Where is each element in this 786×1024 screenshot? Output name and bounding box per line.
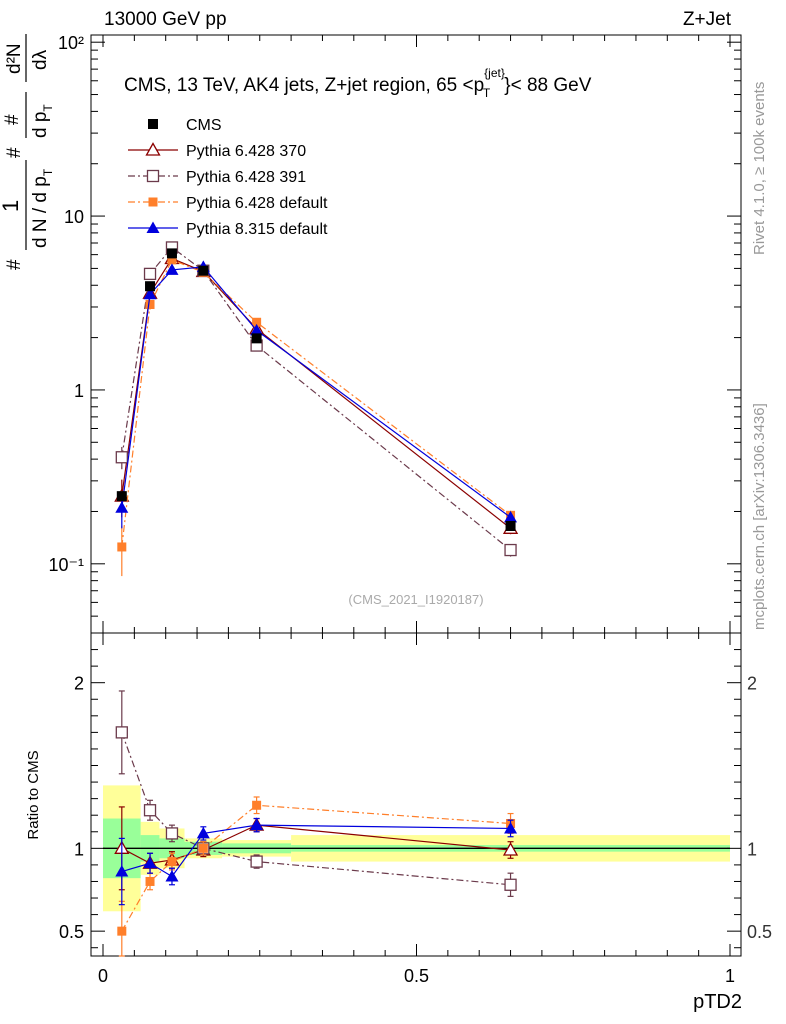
- cms-point: [166, 248, 177, 259]
- cms-point: [505, 520, 516, 531]
- ratio-point-1: [115, 726, 128, 739]
- legend-marker-1: [146, 169, 160, 183]
- ylabel-hash2: #: [4, 147, 25, 158]
- ylabel-dlam: dλ: [30, 49, 51, 70]
- ylabel-dpT: d pT: [30, 104, 55, 138]
- series-point-3: [250, 323, 264, 336]
- series-point-2: [117, 542, 127, 552]
- title-sup: {jet}: [484, 66, 505, 80]
- legend-label-1: Pythia 6.428 391: [186, 169, 306, 186]
- ylabel-one: 1: [0, 200, 23, 212]
- series-point-2: [252, 317, 262, 327]
- y-tick-label-main: 10⁻¹: [48, 555, 84, 575]
- ratio-point-2: [167, 857, 177, 867]
- y-tick-label-main: 10²: [58, 33, 84, 53]
- legend-marker-cms: [148, 119, 158, 129]
- series-point-2: [145, 300, 155, 310]
- ratio-line-3: [121, 824, 511, 878]
- series-point-3: [143, 287, 157, 300]
- series-line-1: [121, 246, 511, 551]
- ratio-point-3: [165, 869, 179, 882]
- x-axis-label: pTD2: [693, 991, 742, 1013]
- ratio-point-3: [504, 821, 518, 834]
- ratio-line-1: [121, 732, 511, 886]
- ratio-y-label: Ratio to CMS: [25, 750, 42, 839]
- ratio-point-2: [145, 876, 155, 886]
- series-point-3: [165, 263, 179, 275]
- ylabel-hash1: #: [4, 259, 25, 270]
- main-plot: [90, 34, 742, 634]
- y-tick-label-ratio: 1: [74, 839, 84, 859]
- series-line-0: [121, 257, 511, 529]
- legend-label-0: Pythia 6.428 370: [186, 143, 306, 160]
- ratio-point-0: [502, 842, 519, 856]
- cms-point: [251, 333, 262, 344]
- series-point-2: [167, 255, 177, 265]
- y-tick-label-ratio-right: 2: [747, 674, 757, 694]
- ratio-point-3: [143, 856, 157, 869]
- ratio-point-1: [504, 878, 517, 891]
- y-tick-label-main: 10: [64, 207, 84, 227]
- cms-point: [198, 265, 209, 276]
- y-axis-label: # 1 d N / d pT # # d pT d²N dλ: [0, 34, 55, 270]
- ratio-point-3: [250, 818, 264, 831]
- legend-label-cms: CMS: [186, 117, 222, 134]
- ratio-point-3: [115, 865, 129, 877]
- rivet-label: Rivet 4.1.0, ≥ 100k events: [751, 82, 768, 255]
- legend: CMS Pythia 6.428 370 Pythia 6.428 391 Pythi…: [128, 117, 328, 238]
- mcplots-label: mcplots.cern.ch [arXiv:1306.3436]: [751, 403, 768, 630]
- x-tick-label: 0: [98, 966, 108, 986]
- series-point-3: [115, 501, 129, 513]
- series-point-1: [504, 543, 517, 557]
- legend-marker-0: [145, 142, 161, 156]
- cms-point: [145, 281, 156, 292]
- title-after: }< 88 GeV: [504, 75, 591, 96]
- series-line-3: [121, 266, 511, 518]
- y-tick-label-ratio: 0.5: [59, 922, 84, 942]
- ratio-point-2: [252, 800, 262, 810]
- legend-label-2: Pythia 6.428 default: [186, 195, 328, 212]
- ratio-point-2: [117, 926, 127, 936]
- ylabel-hash3: #: [2, 114, 23, 125]
- y-tick-label-ratio-right: 0.5: [747, 922, 772, 942]
- y-tick-label-ratio-right: 1: [747, 839, 757, 859]
- series-point-1: [115, 451, 128, 464]
- ratio-point-1: [165, 827, 179, 840]
- series-point-1: [143, 267, 157, 281]
- x-tick-label: 0.5: [404, 966, 429, 986]
- legend-marker-3: [146, 221, 160, 233]
- ratio-point-1: [143, 804, 157, 817]
- ratio-point-2: [198, 843, 208, 853]
- y-tick-label-main: 1: [74, 381, 84, 401]
- legend-marker-2: [148, 197, 158, 207]
- legend-label-3: Pythia 8.315 default: [186, 221, 328, 238]
- analysis-watermark: (CMS_2021_I1920187): [348, 592, 483, 607]
- chart-title: CMS, 13 TeV, AK4 jets, Z+jet region, 65 …: [124, 66, 592, 100]
- ratio-point-1: [250, 855, 263, 868]
- ratio-frame: [90, 632, 742, 957]
- ratio-line-2: [121, 804, 511, 932]
- cms-point: [116, 491, 127, 502]
- ratio-plot: [90, 632, 742, 957]
- title-sub: T: [483, 86, 491, 100]
- ylabel-dN: d N / d pT: [30, 168, 55, 248]
- ratio-point-3: [196, 826, 210, 839]
- series-line-2: [121, 259, 511, 548]
- ylabel-d2N: d²N: [4, 43, 25, 74]
- header-right: Z+Jet: [683, 9, 732, 30]
- series-point-3: [504, 510, 518, 523]
- y-tick-label-ratio: 2: [74, 674, 84, 694]
- header-left: 13000 GeV pp: [104, 9, 227, 30]
- x-tick-label: 1: [725, 966, 735, 986]
